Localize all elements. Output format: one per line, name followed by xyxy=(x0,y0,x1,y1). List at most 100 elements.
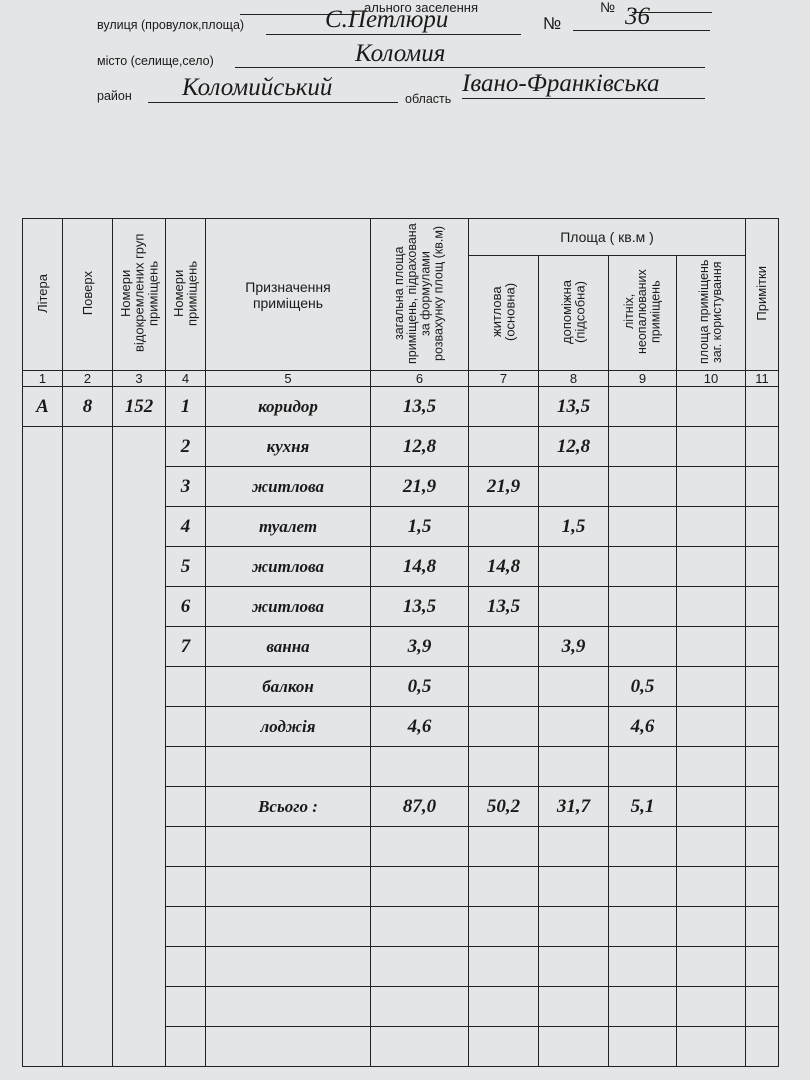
col-header-area-group: Площа ( кв.м ) xyxy=(468,218,746,256)
floor-cell xyxy=(62,426,113,1067)
room-number xyxy=(165,1026,206,1067)
common-area xyxy=(676,426,746,467)
auxiliary-area xyxy=(538,986,609,1027)
notes xyxy=(745,466,779,507)
room-purpose xyxy=(205,946,371,987)
summer-area xyxy=(608,906,677,947)
column-number: 3 xyxy=(112,370,166,387)
table-row xyxy=(23,906,779,947)
total-area: 0,5 xyxy=(370,666,469,707)
living-area: 21,9 xyxy=(468,466,539,507)
notes xyxy=(745,426,779,467)
notes xyxy=(745,1026,779,1067)
common-area xyxy=(676,1026,746,1067)
notes xyxy=(745,986,779,1027)
room-purpose: житлова xyxy=(205,546,371,587)
summer-area xyxy=(608,1026,677,1067)
notes xyxy=(745,546,779,587)
summer-area: 4,6 xyxy=(608,706,677,747)
living-area xyxy=(468,1026,539,1067)
col-header-purpose: Призначення приміщень xyxy=(205,218,371,371)
summer-area xyxy=(608,946,677,987)
notes xyxy=(745,826,779,867)
room-number xyxy=(165,706,206,747)
common-area xyxy=(676,586,746,627)
summer-area xyxy=(608,466,677,507)
summer-area xyxy=(608,986,677,1027)
auxiliary-area xyxy=(538,546,609,587)
top-fragment-line xyxy=(240,14,360,15)
table-row xyxy=(23,946,779,987)
column-number: 7 xyxy=(468,370,539,387)
notes xyxy=(745,906,779,947)
table-row: А 8 152 1 коридор 13,5 13,5 xyxy=(22,386,779,427)
auxiliary-area: 1,5 xyxy=(538,506,609,547)
room-number xyxy=(165,786,206,827)
room-number: 1 xyxy=(165,386,206,427)
column-number: 8 xyxy=(538,370,609,387)
district-label: район xyxy=(97,89,132,103)
common-area xyxy=(676,906,746,947)
living-area xyxy=(468,386,539,427)
living-area xyxy=(468,626,539,667)
room-purpose xyxy=(205,826,371,867)
total-area xyxy=(370,746,469,787)
notes xyxy=(745,386,779,427)
total-area: 4,6 xyxy=(370,706,469,747)
living-area xyxy=(468,946,539,987)
total-area xyxy=(370,946,469,987)
auxiliary-area xyxy=(538,906,609,947)
room-number: 7 xyxy=(165,626,206,667)
top-number-line xyxy=(632,12,712,13)
city-line xyxy=(235,67,705,68)
total-area xyxy=(370,866,469,907)
total-area: 14,8 xyxy=(370,546,469,587)
column-number: 9 xyxy=(608,370,677,387)
common-area xyxy=(676,786,746,827)
common-area xyxy=(676,826,746,867)
group-cell xyxy=(112,426,166,1067)
living-area: 50,2 xyxy=(468,786,539,827)
number-line xyxy=(573,30,710,31)
living-area xyxy=(468,426,539,467)
table-row xyxy=(23,1026,779,1067)
total-area: 3,9 xyxy=(370,626,469,667)
col-header-common: площа приміщень заг. користування xyxy=(676,255,746,371)
top-fragment-label: ального заселення xyxy=(364,0,478,15)
room-number xyxy=(165,746,206,787)
column-number: 2 xyxy=(62,370,113,387)
district-value: Коломийський xyxy=(182,74,333,101)
room-purpose: балкон xyxy=(205,666,371,707)
common-area xyxy=(676,506,746,547)
col-header-total-area: загальна площа приміщень, підрахована за… xyxy=(370,218,469,371)
summer-area xyxy=(608,386,677,427)
common-area xyxy=(676,946,746,987)
room-purpose: житлова xyxy=(205,586,371,627)
table-row: 3 житлова 21,9 21,9 xyxy=(23,466,779,507)
common-area xyxy=(676,626,746,667)
auxiliary-area xyxy=(538,466,609,507)
auxiliary-area: 12,8 xyxy=(538,426,609,467)
litera: А xyxy=(22,386,63,427)
group-number: 152 xyxy=(112,386,166,427)
region-label: область xyxy=(405,92,452,106)
table-row: лоджія 4,6 4,6 xyxy=(23,706,779,747)
room-number: 2 xyxy=(165,426,206,467)
column-number: 5 xyxy=(205,370,371,387)
top-number-label: № xyxy=(600,0,616,15)
summer-area xyxy=(608,506,677,547)
common-area xyxy=(676,986,746,1027)
total-row: Всього :87,0 50,2 31,7 5,1 xyxy=(23,786,779,827)
room-purpose: коридор xyxy=(205,386,371,427)
living-area xyxy=(468,706,539,747)
living-area: 14,8 xyxy=(468,546,539,587)
living-area: 13,5 xyxy=(468,586,539,627)
region-line xyxy=(462,98,705,99)
summer-area xyxy=(608,426,677,467)
living-area xyxy=(468,826,539,867)
notes xyxy=(745,706,779,747)
common-area xyxy=(676,466,746,507)
room-purpose xyxy=(205,1026,371,1067)
litera-cell xyxy=(22,426,63,1067)
auxiliary-area: 13,5 xyxy=(538,386,609,427)
